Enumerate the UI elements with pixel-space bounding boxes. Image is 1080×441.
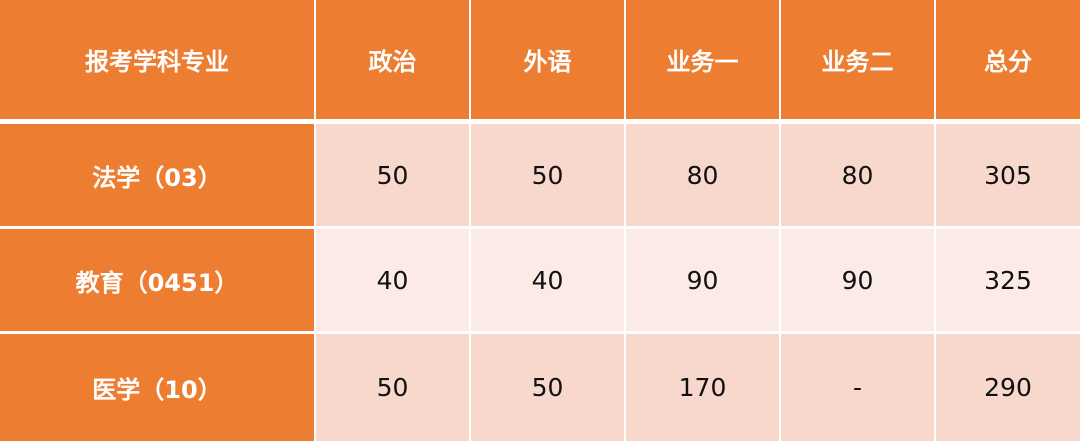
header-subject2: 业务二 — [781, 0, 936, 124]
table-row: 教育（0451） 40 40 90 90 325 — [0, 229, 1080, 334]
cell-subject2: 90 — [781, 229, 936, 334]
table-row: 医学（10） 50 50 170 - 290 — [0, 334, 1080, 441]
cell-language: 40 — [471, 229, 626, 334]
cell-politics: 50 — [316, 124, 471, 229]
cell-subject1: 80 — [626, 124, 781, 229]
header-total: 总分 — [936, 0, 1080, 124]
header-major: 报考学科专业 — [0, 0, 316, 124]
header-row: 报考学科专业 政治 外语 业务一 业务二 总分 — [0, 0, 1080, 124]
table-row: 法学（03） 50 50 80 80 305 — [0, 124, 1080, 229]
cell-subject2: 80 — [781, 124, 936, 229]
cell-language: 50 — [471, 124, 626, 229]
cell-subject2: - — [781, 334, 936, 441]
header-subject1: 业务一 — [626, 0, 781, 124]
cell-politics: 50 — [316, 334, 471, 441]
cell-subject1: 90 — [626, 229, 781, 334]
row-label: 法学（03） — [0, 124, 316, 229]
header-politics: 政治 — [316, 0, 471, 124]
cell-subject1: 170 — [626, 334, 781, 441]
cell-politics: 40 — [316, 229, 471, 334]
cell-language: 50 — [471, 334, 626, 441]
cell-total: 325 — [936, 229, 1080, 334]
cell-total: 290 — [936, 334, 1080, 441]
header-language: 外语 — [471, 0, 626, 124]
cell-total: 305 — [936, 124, 1080, 229]
row-label: 教育（0451） — [0, 229, 316, 334]
row-label: 医学（10） — [0, 334, 316, 441]
